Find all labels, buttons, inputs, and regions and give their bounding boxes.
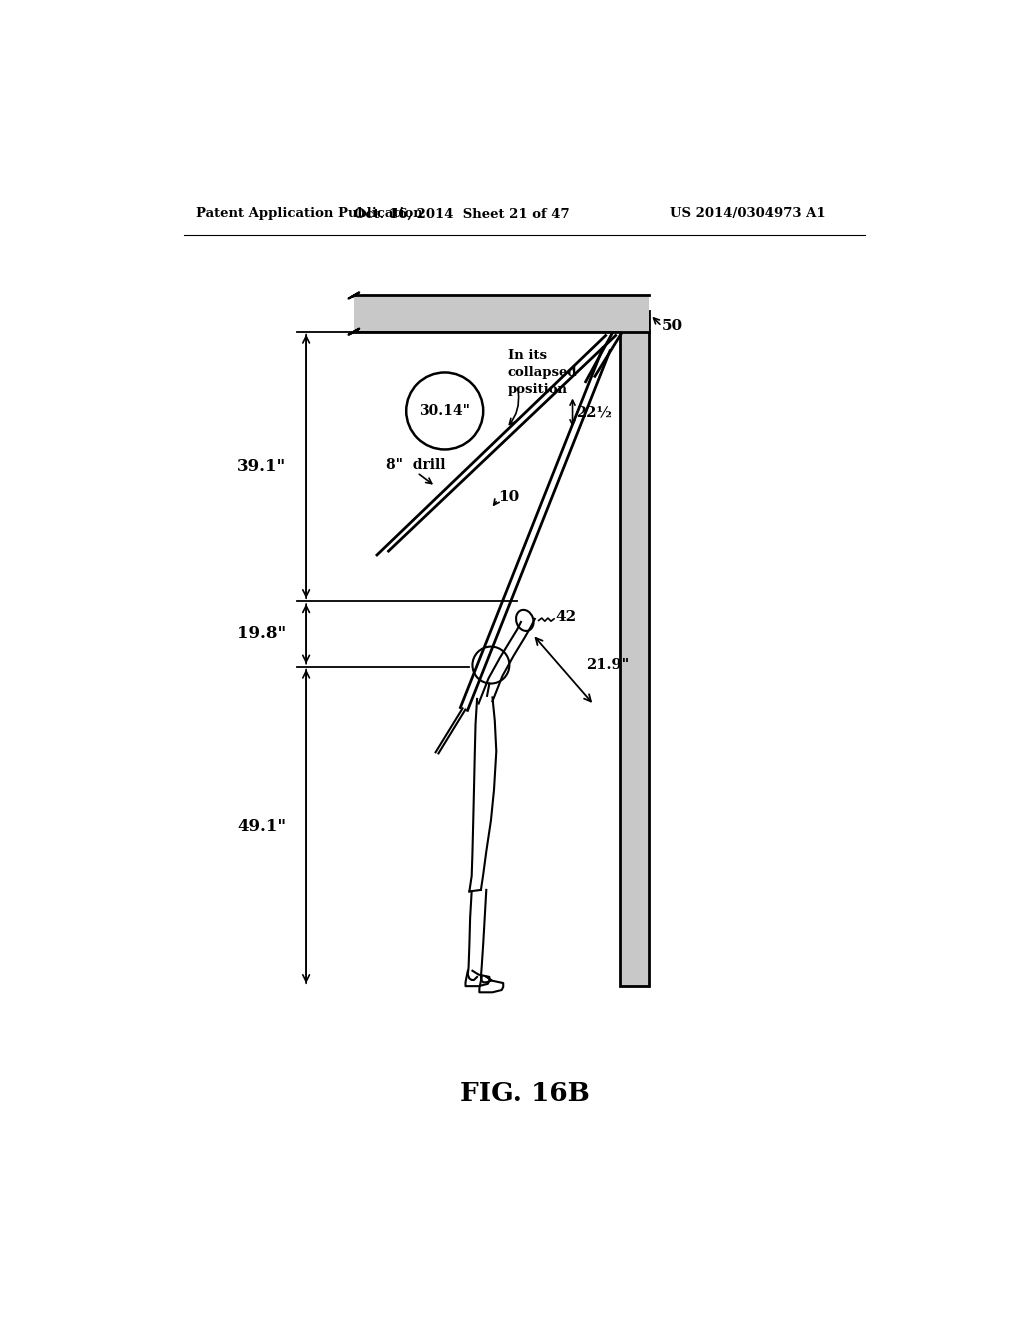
- Text: FIG. 16B: FIG. 16B: [460, 1081, 590, 1106]
- Text: 50: 50: [662, 319, 683, 333]
- Text: 30.14": 30.14": [419, 404, 470, 418]
- Text: 42: 42: [556, 610, 577, 623]
- Text: 8"  drill: 8" drill: [386, 458, 445, 471]
- Text: 21.9": 21.9": [587, 659, 630, 672]
- Polygon shape: [620, 312, 649, 986]
- Polygon shape: [354, 296, 649, 331]
- Text: 19.8": 19.8": [237, 626, 286, 643]
- Text: Patent Application Publication: Patent Application Publication: [196, 207, 423, 220]
- Text: 22½: 22½: [575, 405, 611, 420]
- Text: Oct. 16, 2014  Sheet 21 of 47: Oct. 16, 2014 Sheet 21 of 47: [354, 207, 569, 220]
- Text: In its
collapsed
position: In its collapsed position: [508, 350, 578, 396]
- Text: 49.1": 49.1": [237, 818, 286, 834]
- Text: 39.1": 39.1": [237, 458, 286, 475]
- Text: 10: 10: [499, 490, 520, 504]
- Text: US 2014/0304973 A1: US 2014/0304973 A1: [670, 207, 825, 220]
